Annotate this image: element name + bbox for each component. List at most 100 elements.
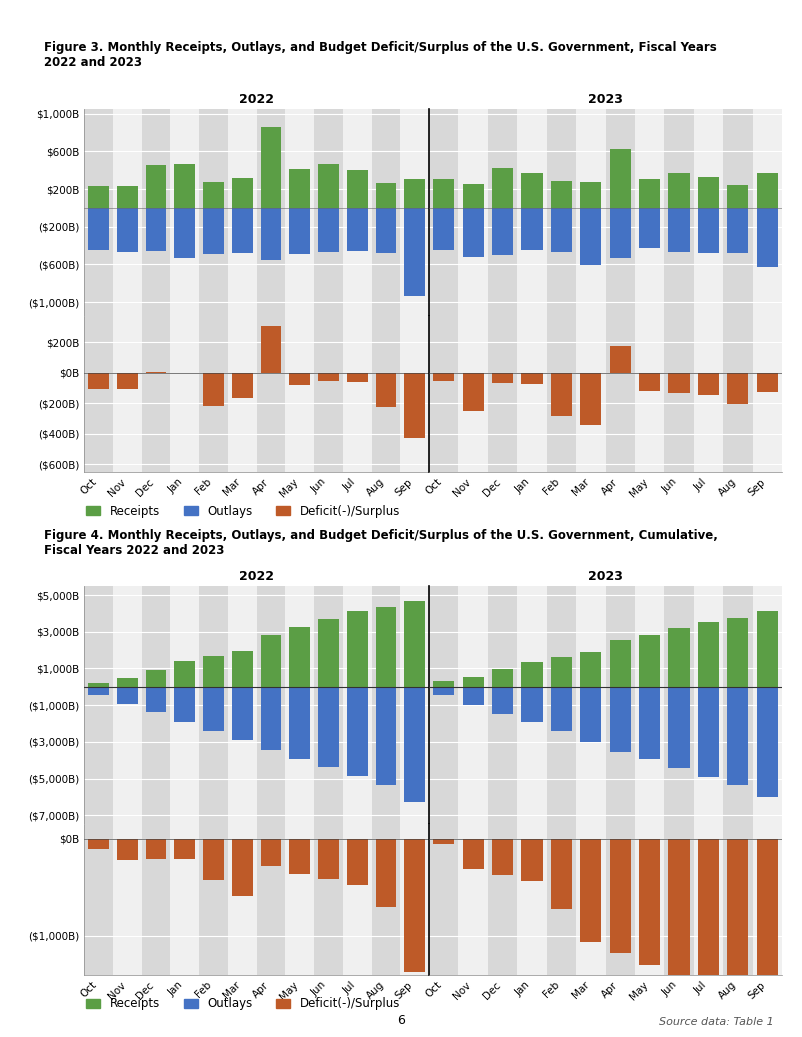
Bar [232,207,253,253]
Bar [521,839,543,881]
Bar [290,372,310,385]
Bar [492,207,513,255]
Bar [286,316,314,472]
Bar [146,207,166,251]
Bar [752,586,782,824]
Bar [727,618,748,686]
Bar [404,372,425,439]
Bar [635,586,664,824]
Bar [576,109,606,316]
Bar [433,839,455,844]
Bar [400,109,429,316]
Bar [429,109,459,316]
Bar [290,169,310,207]
Bar [88,372,109,389]
Bar [463,677,484,686]
Bar [375,607,396,686]
Bar [517,109,547,316]
Bar [580,372,602,424]
Bar [517,824,547,975]
Bar [639,178,660,207]
Bar [664,824,694,975]
Bar [88,682,109,686]
Bar [580,207,602,265]
Bar [664,316,694,472]
Bar [580,686,602,741]
Bar [232,650,253,686]
Bar [228,586,257,824]
Bar [756,207,778,267]
Bar [517,316,547,472]
Bar [257,316,286,472]
Bar [723,586,752,824]
Legend: Receipts, Outlays, Deficit(-)/Surplus: Receipts, Outlays, Deficit(-)/Surplus [86,505,400,517]
Bar [668,173,690,207]
Bar [459,109,488,316]
Bar [286,824,314,975]
Title: 2022: 2022 [239,570,274,584]
Bar [84,316,113,472]
Bar [343,824,371,975]
Bar [142,586,171,824]
Bar [723,824,752,975]
Bar [404,686,425,802]
Bar [639,839,660,964]
Bar [492,372,513,383]
Bar [203,839,224,880]
Bar [727,186,748,207]
Bar [668,207,690,252]
Bar [117,186,138,207]
Bar [257,824,286,975]
Bar [463,207,484,257]
Bar [698,839,719,991]
Bar [492,686,513,713]
Bar [318,686,338,767]
Bar [203,183,224,207]
Bar [576,586,606,824]
Bar [698,207,719,253]
Bar [610,839,631,953]
Bar [664,109,694,316]
Bar [232,839,253,896]
Bar [347,207,367,251]
Bar [84,824,113,975]
Bar [492,168,513,207]
Bar [347,372,367,382]
Bar [635,824,664,975]
Bar [488,586,517,824]
Bar [752,824,782,975]
Bar [698,372,719,394]
Bar [723,316,752,472]
Bar [576,316,606,472]
Bar [343,586,371,824]
Bar [113,109,142,316]
Bar [257,109,286,316]
Bar [404,839,425,973]
Bar [606,109,635,316]
Bar [314,586,343,824]
Bar [117,839,138,860]
Bar [203,686,224,731]
Bar [199,109,228,316]
Bar [639,635,660,686]
Text: 6: 6 [397,1013,405,1027]
Bar [492,839,513,875]
Bar [232,686,253,739]
Bar [203,656,224,686]
Bar [171,316,199,472]
Bar [433,372,455,382]
Bar [88,207,109,250]
Bar [668,686,690,767]
Bar [318,207,338,252]
Bar [199,824,228,975]
Bar [146,165,166,207]
Text: Figure 3. Monthly Receipts, Outlays, and Budget Deficit/Surplus of the U.S. Gove: Figure 3. Monthly Receipts, Outlays, and… [44,41,717,69]
Bar [175,207,195,258]
Bar [117,207,138,252]
Bar [228,824,257,975]
Bar [610,207,631,257]
Bar [664,586,694,824]
Bar [142,109,171,316]
Bar [521,173,543,207]
Text: Figure 4. Monthly Receipts, Outlays, and Budget Deficit/Surplus of the U.S. Gove: Figure 4. Monthly Receipts, Outlays, and… [44,529,718,557]
